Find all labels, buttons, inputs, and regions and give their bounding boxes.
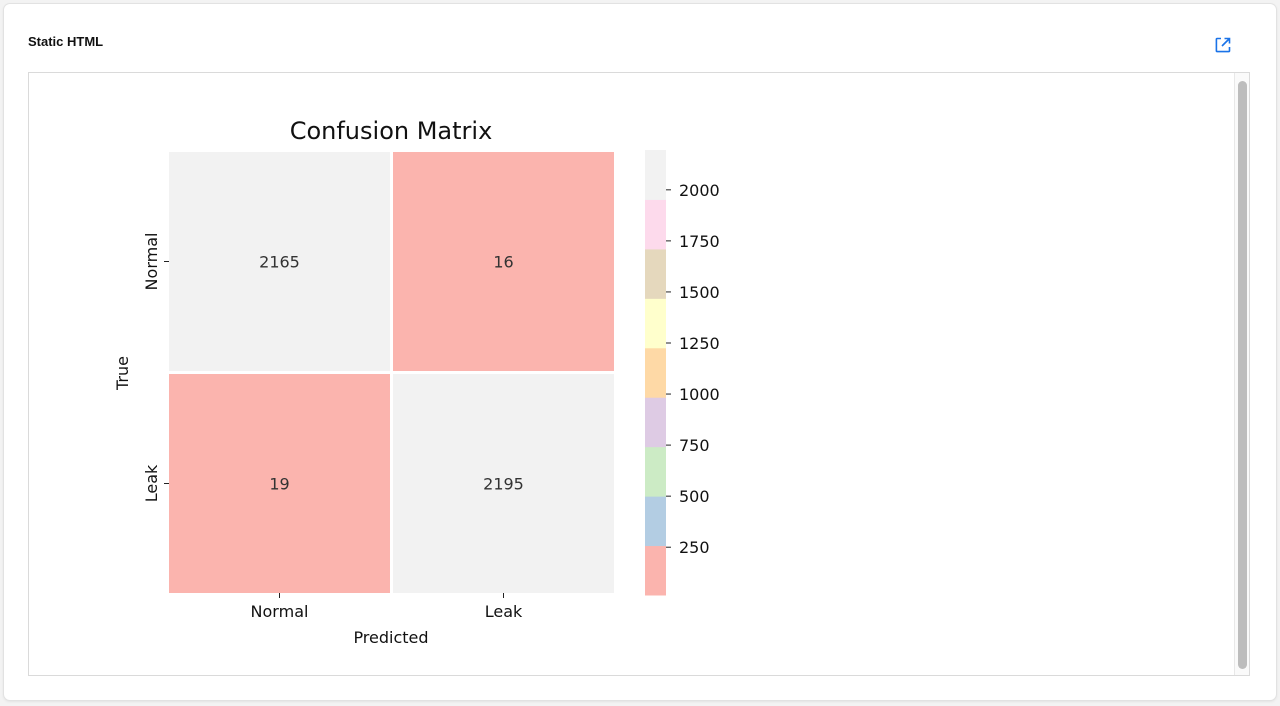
x-tick-label: Leak [485, 602, 523, 621]
heatmap-cell [393, 374, 614, 593]
colorbar-tick-label: 1750 [679, 232, 720, 251]
colorbar-tick-label: 1500 [679, 283, 720, 302]
heatmap-cell [393, 152, 614, 371]
y-axis-label: True [113, 356, 132, 391]
cell-value-label: 16 [493, 253, 513, 272]
scrollbar-thumb[interactable] [1238, 81, 1247, 669]
colorbar-tick-label: 750 [679, 436, 710, 455]
colorbar-segment [645, 496, 666, 547]
x-axis-label: Predicted [353, 628, 428, 647]
vertical-scrollbar[interactable] [1234, 73, 1249, 675]
open-in-new-window-button[interactable] [1212, 34, 1234, 56]
panel-title: Static HTML [28, 34, 104, 49]
heatmap-cell [169, 374, 390, 593]
colorbar-segment [645, 199, 666, 250]
html-output-frame: Confusion Matrix 2165 16 19 2195 Normal Leak… [28, 72, 1250, 676]
colorbar-tick-label: 500 [679, 487, 710, 506]
chart-title: Confusion Matrix [290, 117, 493, 145]
cell-value-label: 19 [269, 475, 289, 494]
colorbar-segment [645, 545, 666, 596]
x-tick-label: Normal [251, 602, 309, 621]
colorbar-tick-label: 250 [679, 538, 710, 557]
heatmap-cell [169, 152, 390, 371]
colorbar-segment [645, 150, 666, 200]
colorbar-segment [645, 248, 666, 299]
colorbar-tick-label: 2000 [679, 181, 720, 200]
y-tick-label: Normal [142, 233, 161, 291]
static-html-panel: Static HTML Confusion Matrix 2165 16 19 219… [4, 4, 1276, 700]
external-link-icon [1215, 37, 1231, 53]
colorbar-segment [645, 298, 666, 349]
cell-value-label: 2195 [483, 475, 524, 494]
colorbar-tick-label: 1250 [679, 334, 720, 353]
cell-value-label: 2165 [259, 253, 300, 272]
colorbar-segment [645, 347, 666, 398]
colorbar-tick-label: 1000 [679, 385, 720, 404]
colorbar-segment [645, 397, 666, 448]
confusion-matrix-chart: Confusion Matrix 2165 16 19 2195 Normal Leak… [113, 117, 720, 647]
colorbar-segment [645, 446, 666, 497]
y-tick-label: Leak [142, 464, 161, 502]
